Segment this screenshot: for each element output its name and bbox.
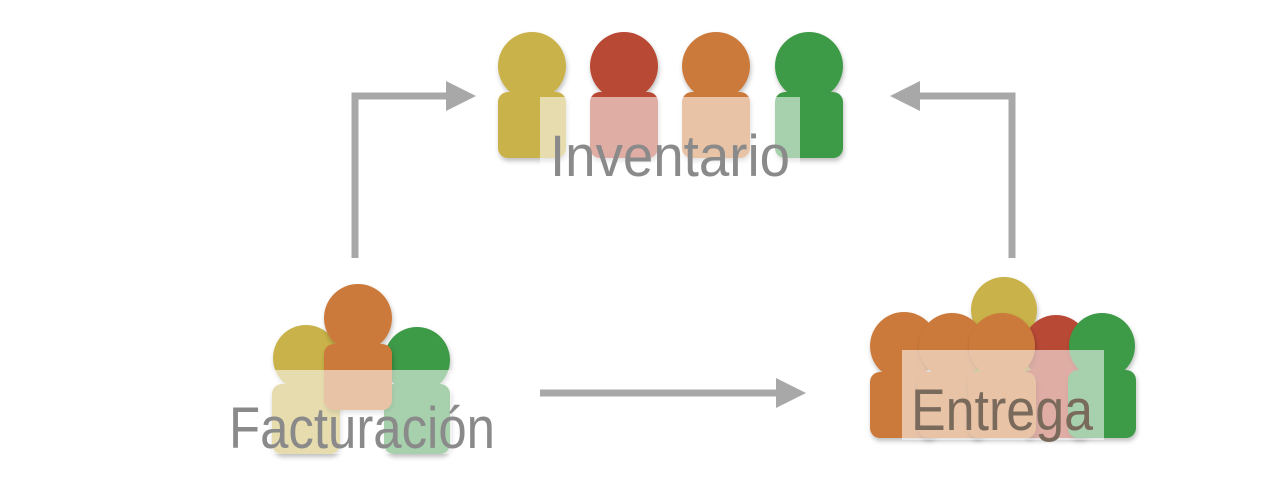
delivery-group: Entrega bbox=[870, 277, 1136, 443]
arrow-delivery-to-inventory bbox=[890, 81, 1016, 258]
label-overlay bbox=[272, 370, 452, 454]
label-overlay bbox=[902, 350, 1104, 440]
inventory-label: Inventario bbox=[550, 124, 790, 189]
billing-group: Facturación bbox=[229, 284, 495, 461]
inventory-group: Inventario bbox=[498, 32, 843, 189]
label-overlay bbox=[540, 97, 800, 185]
arrow-billing-to-inventory bbox=[351, 81, 476, 258]
delivery-label: Entrega bbox=[911, 378, 1094, 443]
arrow-billing-to-delivery bbox=[540, 378, 806, 408]
billing-label: Facturación bbox=[229, 396, 495, 461]
